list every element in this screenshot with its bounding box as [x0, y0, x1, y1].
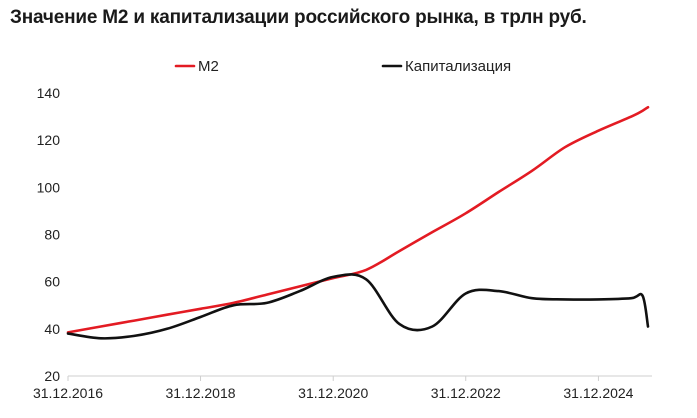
x-tick-label: 31.12.2016: [33, 385, 103, 401]
y-tick-label: 60: [44, 274, 60, 290]
x-tick-label: 31.12.2024: [563, 385, 633, 401]
x-tick-label: 31.12.2018: [165, 385, 235, 401]
chart-title: Значение М2 и капитализации российского …: [10, 7, 587, 28]
market-cap-series-line: [66, 273, 650, 340]
chart-legend: М2 Капитализация: [174, 58, 511, 75]
y-tick-label: 40: [44, 321, 60, 337]
y-tick-label: 140: [37, 85, 61, 101]
legend-label: Капитализация: [405, 58, 511, 75]
y-tick-label: 100: [37, 179, 61, 195]
m2-series-line: [66, 105, 650, 334]
x-tick-label: 31.12.2020: [298, 385, 368, 401]
y-tick-label: 80: [44, 227, 60, 243]
chart-lines: [66, 105, 650, 340]
y-tick-label: 20: [44, 368, 60, 384]
x-axis: 31.12.2016 31.12.2018 31.12.2020 31.12.2022…: [33, 375, 652, 401]
x-tick-label: 31.12.2022: [431, 385, 501, 401]
y-axis-ticks: 140 120 100 80 60 40 20: [37, 85, 61, 384]
y-tick-label: 120: [37, 132, 61, 148]
legend-label: М2: [198, 58, 219, 75]
